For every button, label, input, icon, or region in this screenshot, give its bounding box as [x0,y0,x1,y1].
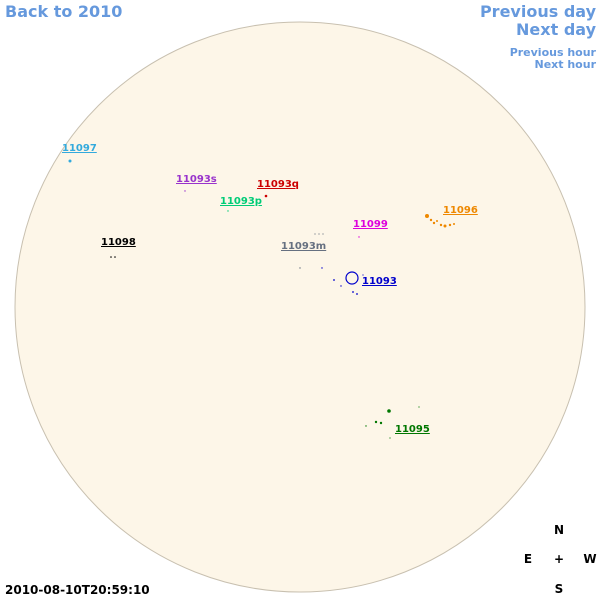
sunspot [365,425,367,427]
back-link[interactable]: Back to 2010 [5,2,122,21]
sunspot [314,233,316,235]
region-label[interactable]: 11098 [101,237,136,248]
next-hour-link[interactable]: Next hour [535,58,597,71]
sunspot [352,291,354,293]
sunspot [418,406,420,408]
sunspot [443,224,447,228]
sunspot [68,159,72,163]
next-day-link[interactable]: Next day [516,20,597,39]
sunspot [448,223,452,227]
sunspot [425,214,429,218]
sunspot [321,267,323,269]
sunspot [362,274,364,276]
sunspot [184,190,186,192]
region-marker [345,271,359,285]
compass-west: W [583,552,596,566]
previous-day-link[interactable]: Previous day [480,2,597,21]
sunspot [387,409,391,413]
region-label[interactable]: 11093 [362,276,397,287]
sunspot [356,293,358,295]
sunspot [436,220,438,222]
compass-east: E [524,552,532,566]
sunspot [227,210,229,212]
region-label[interactable]: 11096 [443,205,478,216]
sunspot [389,437,391,439]
previous-hour-link[interactable]: Previous hour [510,46,597,59]
sunspot [299,267,301,269]
solar-disk [14,21,586,593]
sunspot [114,256,116,258]
timestamp: 2010-08-10T20:59:10 [5,583,150,597]
compass-center: + [554,552,564,566]
region-label[interactable]: 11093s [176,174,217,185]
sunspot [379,421,383,425]
sunspot [322,233,324,235]
sunspot [374,420,378,424]
sunspot [264,194,268,198]
region-label[interactable]: 11099 [353,219,388,230]
sunspot [429,218,433,222]
region-label[interactable]: 11093q [257,179,299,190]
sunspot [439,223,443,227]
compass-south: S [555,582,564,596]
compass-north: N [554,523,564,537]
sunspot [333,279,335,281]
sunspot [358,236,360,238]
region-label[interactable]: 11095 [395,424,430,435]
sunspot [318,233,320,235]
region-label[interactable]: 11093p [220,196,262,207]
sunspot [453,223,455,225]
region-label[interactable]: 11093m [281,241,326,252]
region-label[interactable]: 11097 [62,143,97,154]
sunspot [340,285,342,287]
sunspot [432,221,436,225]
sunspot [110,256,112,258]
